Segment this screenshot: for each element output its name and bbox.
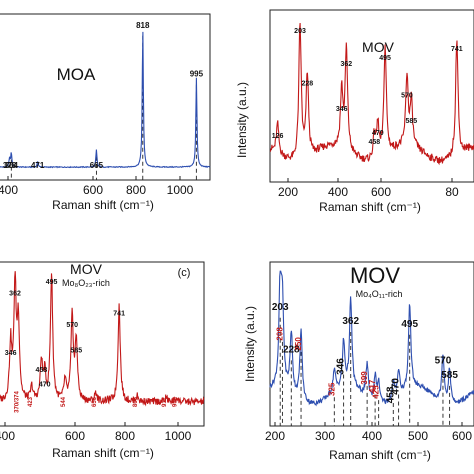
- plot-frame: [0, 13, 211, 181]
- peak-label-570: 570: [435, 356, 452, 367]
- x-axis-label: Raman shift (cm⁻¹): [329, 448, 431, 462]
- peak-label-585: 585: [441, 370, 458, 381]
- panel-3: 346 362 370/374 423 458 470 495 544 570 585 656 741…: [0, 261, 205, 460]
- peak-label-570: 570: [66, 322, 78, 329]
- y-axis-label: Intensity (a.u.): [235, 82, 249, 158]
- panel-subtitle: Mo₄O₁₁-rich: [356, 289, 403, 299]
- panel-letter: (c): [178, 267, 191, 279]
- peak-label-495: 495: [46, 279, 58, 286]
- peak-label-203: 203: [272, 302, 289, 313]
- peak-label-495: 495: [379, 55, 391, 62]
- x-tick-label: 600: [83, 183, 103, 197]
- x-tick-label: 600: [452, 429, 472, 443]
- peak-label-665: 665: [90, 161, 104, 170]
- peak-label-741: 741: [113, 310, 125, 317]
- panel-title: MOV: [70, 261, 103, 277]
- peak-label-399: 399: [360, 371, 369, 385]
- x-tick-label: 400: [328, 185, 348, 199]
- peak-label-458: 458: [368, 139, 380, 146]
- peak-label-495: 495: [401, 319, 418, 330]
- peak-label-458: 458: [385, 386, 396, 403]
- spectrum-line: [269, 22, 474, 166]
- panel-2: 126 203 228 346 362 458 470 495 570 585 741 200 400 6…: [235, 9, 474, 214]
- peak-label-423: 423: [28, 396, 34, 407]
- peak-label-995: 995: [190, 70, 204, 79]
- panel-title: MOV: [350, 263, 400, 288]
- x-tick-label: 800: [115, 429, 135, 443]
- peak-label-470: 470: [391, 378, 402, 395]
- peak-label-950: 950: [173, 396, 179, 407]
- x-axis-label: Raman shift (cm⁻¹): [52, 446, 154, 460]
- panel-title: MOV: [362, 39, 395, 55]
- peak-label-346: 346: [336, 106, 348, 113]
- peak-label-384: 384: [5, 161, 19, 170]
- x-tick-label: 500: [408, 429, 428, 443]
- peak-label-362: 362: [9, 291, 21, 298]
- peak-label-470: 470: [372, 130, 384, 137]
- peak-label-228: 228: [283, 344, 300, 355]
- peak-label-471: 471: [31, 161, 45, 170]
- y-axis-label: Intensity (a.u.): [243, 306, 257, 382]
- peak-label-208: 208: [275, 327, 284, 341]
- peak-label-425: 425: [372, 385, 381, 399]
- peak-label-325: 325: [327, 382, 336, 396]
- x-tick-label: 80: [445, 185, 459, 199]
- spectrum-line: [269, 270, 474, 407]
- peak-label-250: 250: [294, 337, 303, 351]
- peak-label-458: 458: [36, 367, 48, 374]
- x-tick-label: 200: [278, 185, 298, 199]
- x-tick-label: 200: [265, 429, 285, 443]
- panel-subtitle: Mo₈O₂₃-rich: [62, 278, 110, 288]
- peak-label-470: 470: [39, 381, 51, 388]
- plot-frame: [0, 261, 205, 427]
- x-tick-label: 1000: [167, 183, 194, 197]
- x-tick-label: 400: [0, 183, 18, 197]
- peak-label-585: 585: [70, 347, 82, 354]
- peak-label-544: 544: [61, 396, 67, 407]
- peak-label-417: 417: [368, 379, 377, 393]
- spectrum-line: [0, 31, 211, 169]
- peak-label-362: 362: [341, 61, 353, 68]
- x-tick-label: 300: [315, 429, 335, 443]
- peak-label-362: 362: [342, 316, 359, 327]
- peak-label-378: 378: [3, 161, 17, 170]
- peak-label-570: 570: [401, 93, 413, 100]
- x-tick-label: 600: [371, 185, 391, 199]
- peak-label-585: 585: [405, 118, 417, 125]
- peak-label-346: 346: [5, 350, 17, 357]
- x-tick-label: 400: [362, 429, 382, 443]
- peak-label-818: 818: [136, 21, 150, 30]
- spectrum-line: [0, 271, 205, 407]
- peak-label-806: 806: [133, 396, 139, 407]
- peak-label-656: 656: [92, 396, 98, 407]
- plot-frame: [269, 9, 474, 183]
- peak-label-126: 126: [272, 133, 284, 140]
- peak-label-741: 741: [451, 46, 463, 53]
- panel-title: MOA: [57, 65, 96, 84]
- x-tick-label: 1000: [165, 429, 192, 443]
- x-tick-label: 600: [65, 429, 85, 443]
- x-tick-label: 400: [0, 429, 15, 443]
- peak-label-203: 203: [294, 28, 306, 35]
- peak-label-370-374: 370/374: [14, 391, 20, 413]
- x-axis-label: Raman shift (cm⁻¹): [52, 198, 154, 212]
- peak-label-228: 228: [301, 81, 313, 88]
- x-tick-label: 800: [126, 183, 146, 197]
- peak-label-912: 912: [162, 396, 168, 407]
- peak-label-346: 346: [336, 358, 347, 375]
- x-axis-label: Raman shift (cm⁻¹): [319, 200, 421, 214]
